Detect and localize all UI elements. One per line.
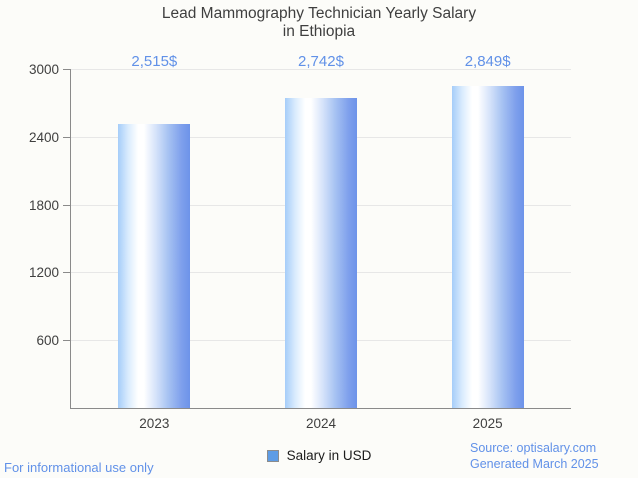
y-axis-tick-1200 xyxy=(63,272,71,274)
chart-title: Lead Mammography Technician Yearly Salar… xyxy=(0,5,638,41)
y-axis-label-1200: 1200 xyxy=(28,265,59,281)
y-axis-tick-600 xyxy=(63,340,71,342)
y-axis-tick-3000 xyxy=(63,69,71,70)
legend-label: Salary in USD xyxy=(286,448,372,463)
y-axis-label-2400: 2400 xyxy=(28,129,59,145)
salary-bar-2024 xyxy=(285,98,357,408)
y-axis-tick-2400 xyxy=(63,136,71,138)
source-block: Source: optisalary.com Generated March 2… xyxy=(470,441,599,472)
plot-area: 600 1200 1800 2400 3000 2,515$ 2023 2,742$ 2024 2… xyxy=(29,54,571,431)
bar-value-label-2025: 2,849$ xyxy=(464,53,511,70)
y-axis-label-1800: 1800 xyxy=(28,197,59,213)
x-axis-label-2024: 2024 xyxy=(305,416,337,431)
x-axis-label-2023: 2023 xyxy=(139,416,170,431)
gridline-3000 xyxy=(71,69,571,70)
bar-value-label-2024: 2,742$ xyxy=(298,53,344,70)
source-text: Source: optisalary.com xyxy=(470,441,597,455)
generated-text: Generated March 2025 xyxy=(470,456,599,471)
chart-title-line1: Lead Mammography Technician Yearly Salar… xyxy=(161,5,477,22)
y-axis-label-3000: 3000 xyxy=(28,62,59,77)
x-axis-label-2025: 2025 xyxy=(472,416,503,431)
bar-value-label-2023: 2,515$ xyxy=(131,53,178,70)
legend-swatch-icon xyxy=(266,449,279,462)
salary-bar-2025 xyxy=(451,86,524,408)
y-axis-tick-1800 xyxy=(63,204,71,206)
y-axis-label-600: 600 xyxy=(36,333,59,349)
legend: Salary in USD xyxy=(0,448,638,463)
chart-title-line2: in Ethiopia xyxy=(282,23,356,40)
salary-bar-2023 xyxy=(118,123,191,408)
disclaimer-text: For informational use only xyxy=(4,460,154,475)
